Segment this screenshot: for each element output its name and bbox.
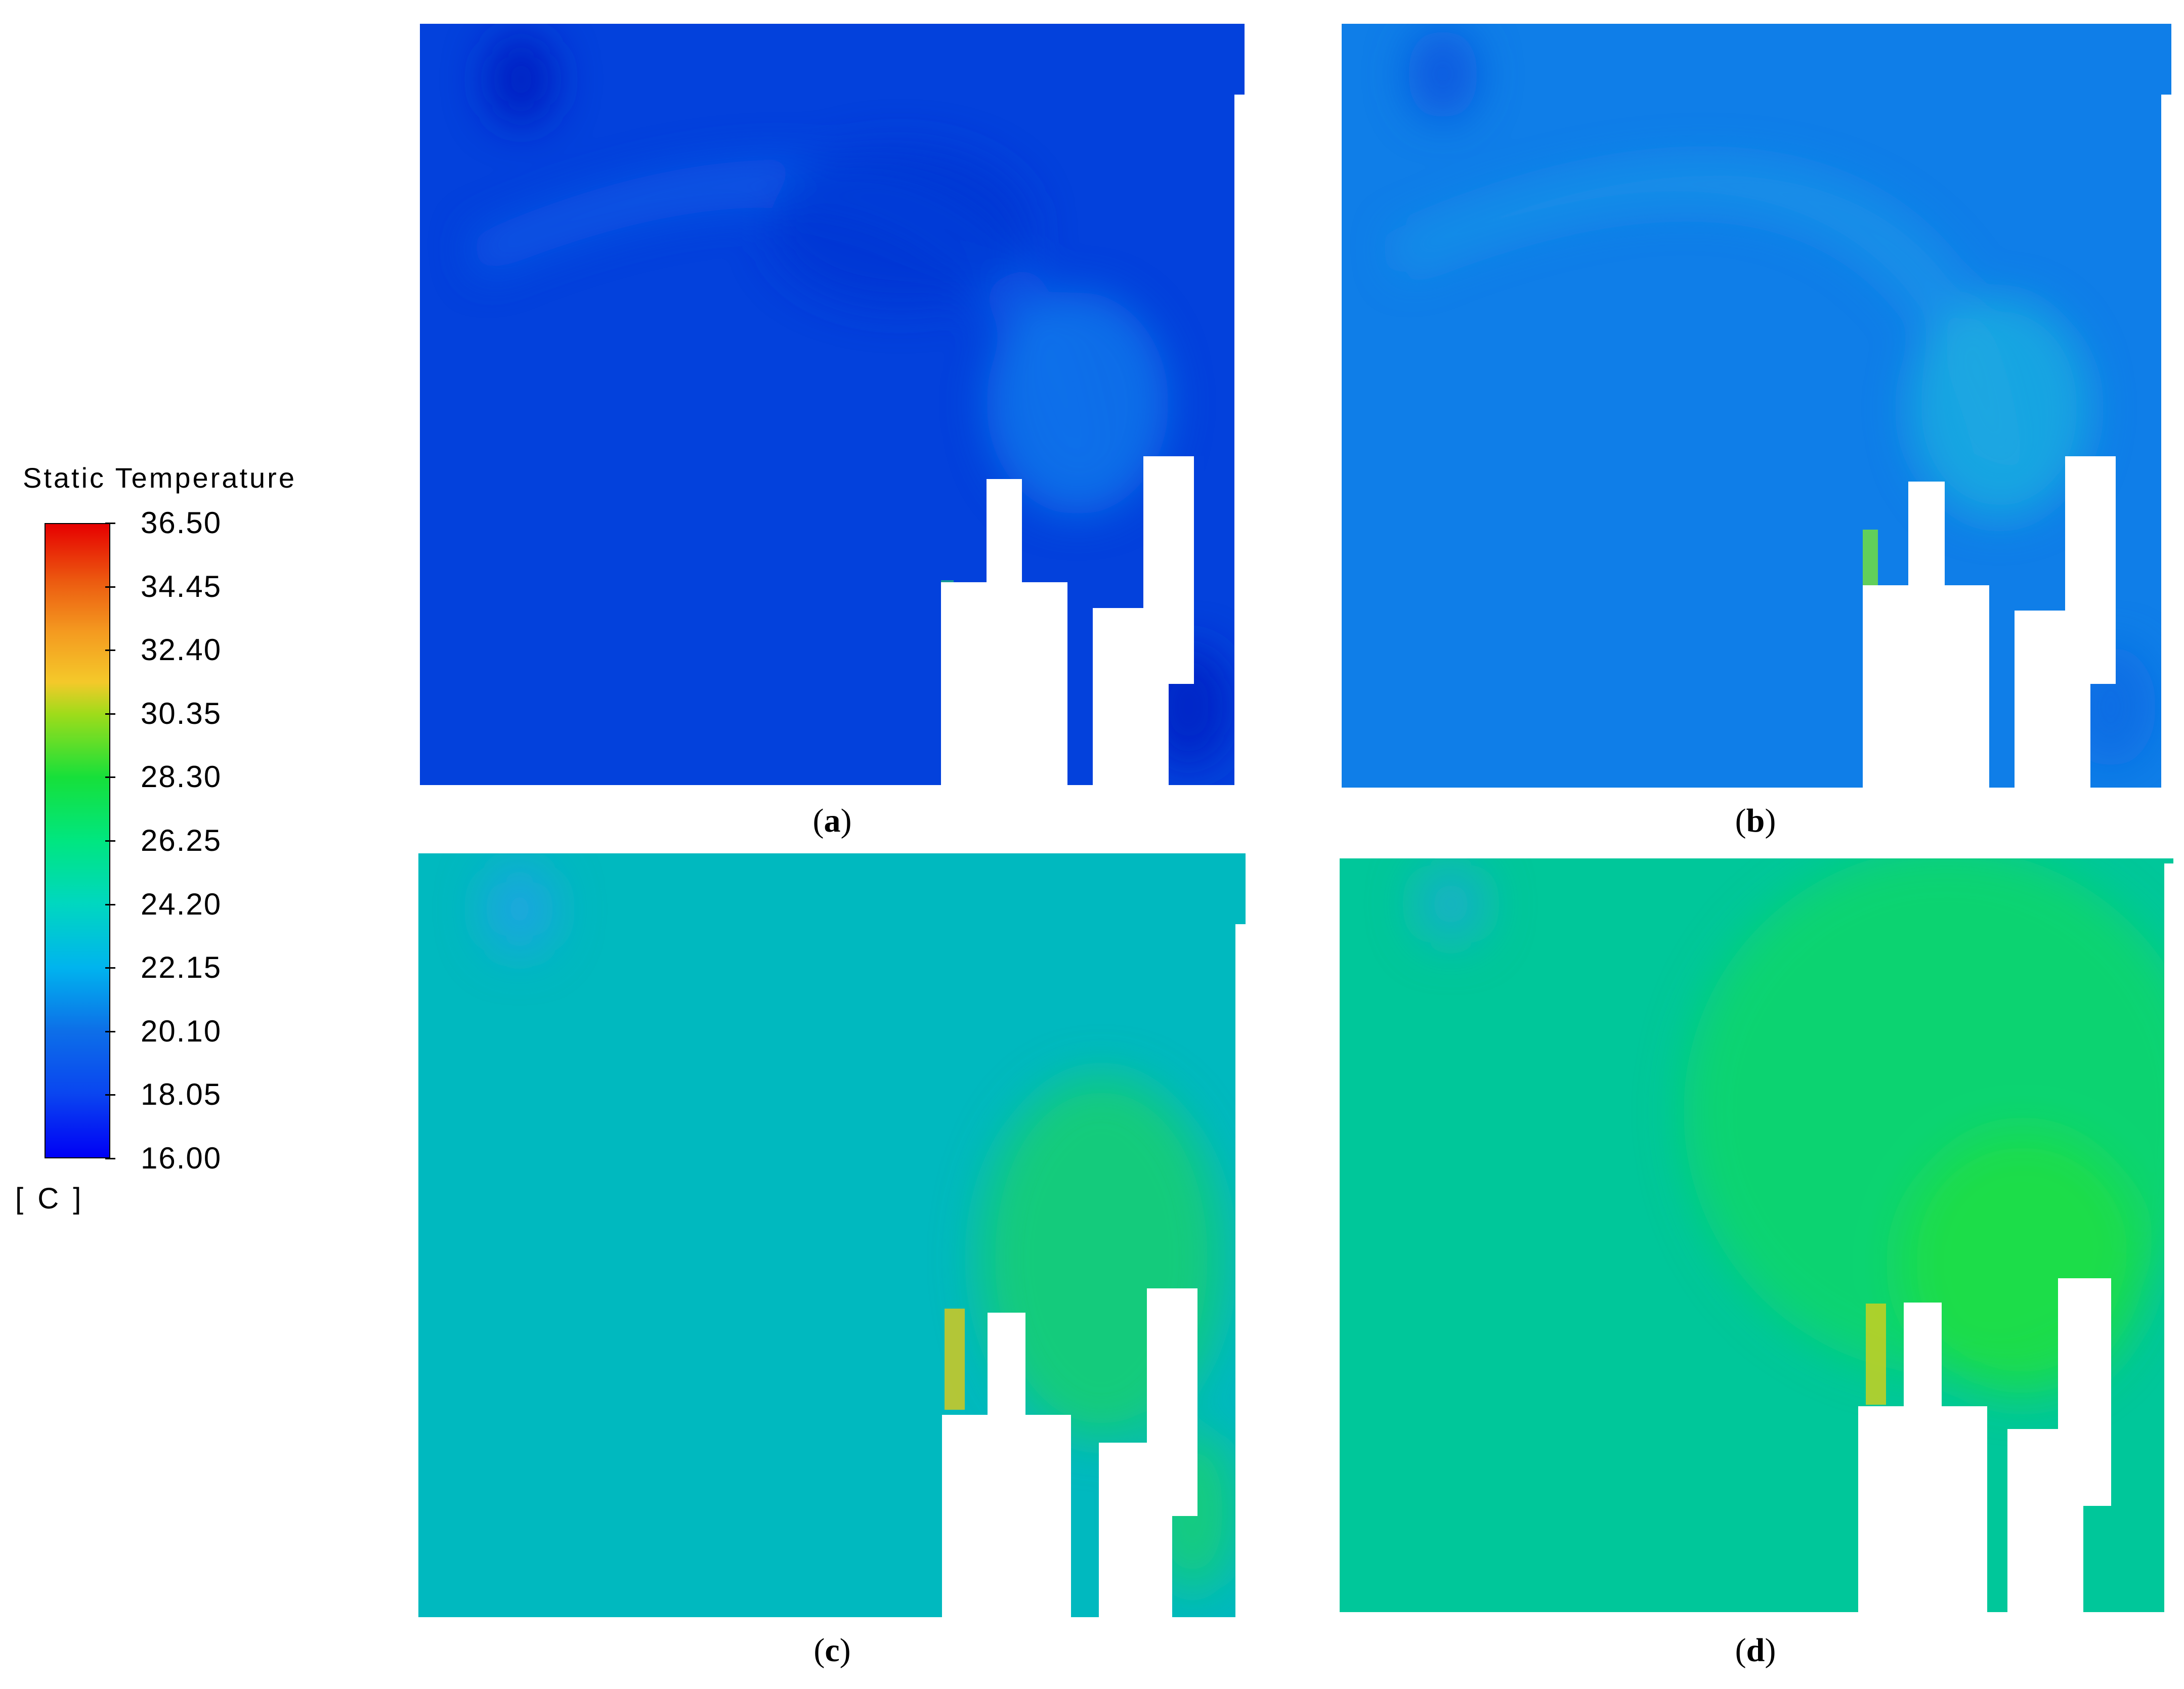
legend-tick-mark — [105, 649, 115, 652]
legend-tick-label: 28.30 — [141, 760, 222, 794]
hot-edge-d — [1866, 1304, 1886, 1405]
caption-d: (d) — [1735, 1632, 1776, 1669]
legend-tick-label: 30.35 — [141, 696, 222, 730]
legend-title: Static Temperature — [23, 462, 296, 494]
legend-tick-mark — [105, 840, 115, 842]
legend-tick-mark — [105, 1094, 115, 1096]
legend-tick-mark — [105, 523, 115, 524]
legend-tick-label: 22.15 — [141, 950, 222, 985]
legend-tick-label: 34.45 — [141, 569, 222, 603]
legend-tick-label: 26.25 — [141, 824, 222, 857]
legend-unit: [ C ] — [15, 1182, 84, 1215]
temperature-contour-panel-d — [1340, 858, 2173, 1612]
legend-tick-mark — [105, 1030, 115, 1032]
temperature-contour-panel-c — [418, 853, 1246, 1617]
contour-plot-c — [418, 853, 1246, 1617]
legend-tick-mark — [105, 713, 115, 715]
flow-features-a — [470, 34, 1234, 767]
legend-tick-mark — [105, 586, 115, 588]
legend-tick-mark — [105, 903, 115, 905]
legend-tick-label: 24.20 — [141, 887, 222, 921]
legend-tick-label: 36.50 — [141, 506, 222, 540]
legend-tick-label: 20.10 — [141, 1014, 222, 1048]
contour-plot-d — [1340, 858, 2173, 1612]
temperature-contour-panel-b — [1342, 24, 2171, 788]
caption-c: (c) — [813, 1632, 851, 1669]
legend-tick-mark — [105, 1158, 115, 1159]
obstacles-a — [941, 95, 1245, 785]
legend-tick-label: 18.05 — [141, 1077, 222, 1112]
obstacles-b — [1863, 95, 2171, 788]
legend-colorbar — [45, 523, 110, 1158]
contour-plot-a — [420, 24, 1245, 785]
obstacles-d — [1858, 863, 2173, 1612]
contour-plot-b — [1342, 24, 2171, 788]
obstacles-c — [942, 924, 1246, 1617]
caption-a: (a) — [812, 802, 852, 839]
legend-tick-mark — [105, 967, 115, 969]
legend-tick-label: 16.00 — [141, 1141, 222, 1175]
hot-edge-c — [945, 1309, 965, 1410]
legend-tick-mark — [105, 776, 115, 778]
caption-b: (b) — [1735, 802, 1776, 839]
temperature-contour-panel-a — [420, 24, 1245, 785]
legend-tick-label: 32.40 — [141, 633, 222, 667]
